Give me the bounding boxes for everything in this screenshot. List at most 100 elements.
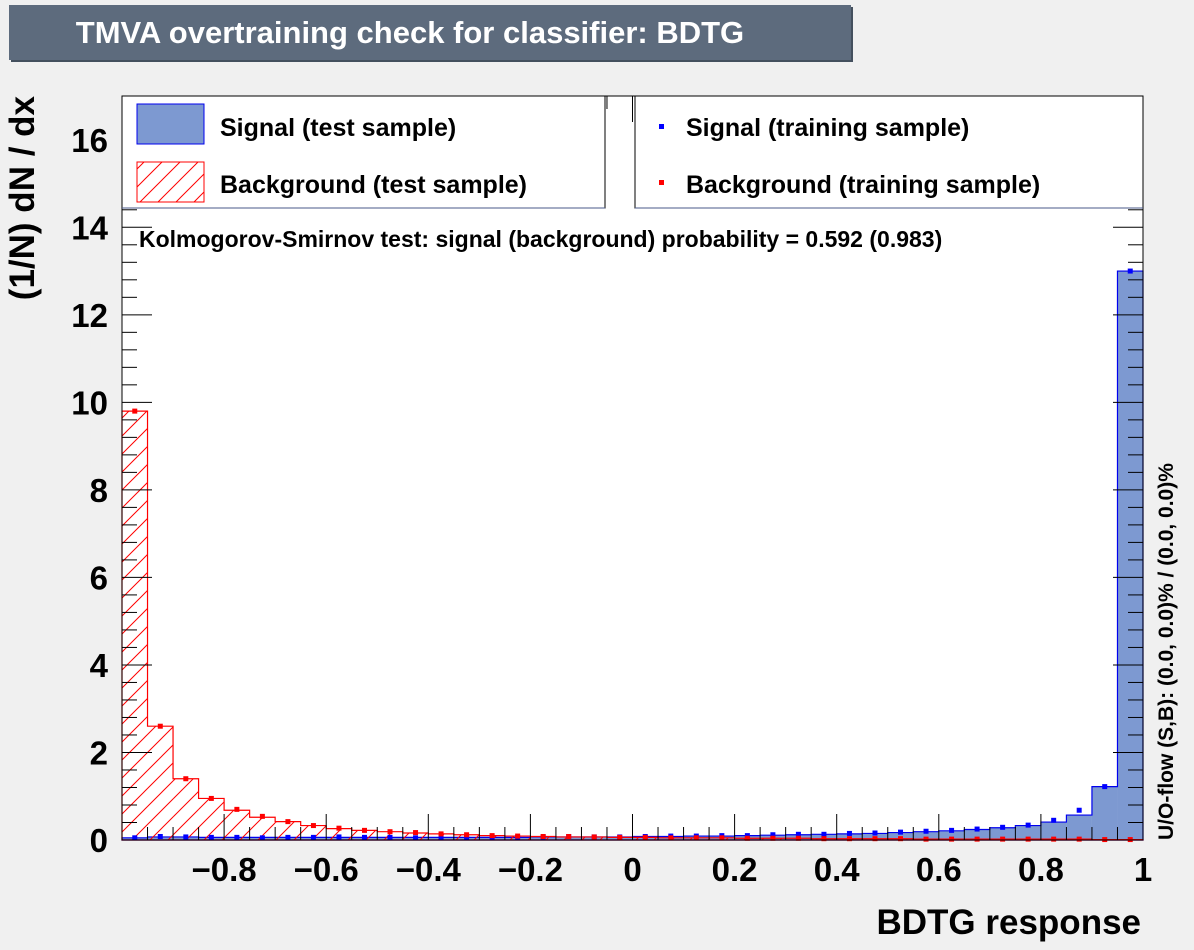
- signal-training-point: [259, 835, 265, 841]
- title-box: TMVA overtraining check for classifier: …: [9, 5, 851, 60]
- signal-test-bar: [1091, 786, 1118, 840]
- background-training-point: [413, 830, 419, 836]
- signal-training-point: [310, 834, 316, 840]
- signal-training-point: [1000, 824, 1006, 830]
- y-tick-label: 12: [71, 297, 108, 334]
- x-tick-label: 0.6: [916, 851, 962, 888]
- background-training-point: [132, 408, 138, 414]
- legend-signal-training-label: Signal (training sample): [686, 114, 969, 142]
- background-training-point: [846, 836, 852, 842]
- legend-background-training-label: Background (training sample): [686, 171, 1040, 199]
- legend-background-test-label: Background (test sample): [220, 171, 527, 199]
- signal-training-point: [1076, 807, 1082, 813]
- signal-test-bar: [1066, 815, 1092, 840]
- legend-signal-test-swatch: [136, 103, 205, 145]
- signal-training-point: [1102, 784, 1108, 790]
- signal-training-point: [770, 832, 776, 838]
- y-tick-label: 4: [90, 647, 109, 684]
- x-tick-label: 0.2: [712, 851, 758, 888]
- signal-training-point: [336, 834, 342, 840]
- background-training-point: [157, 723, 163, 729]
- y-tick-label: 2: [90, 734, 108, 771]
- x-tick-label: 0.8: [1018, 851, 1064, 888]
- background-training-point: [770, 835, 776, 841]
- background-test-bar: [147, 726, 174, 840]
- legend-background-test-swatch: [136, 161, 205, 203]
- background-training-point: [540, 833, 546, 839]
- ks-test-annotation: Kolmogorov-Smirnov test: signal (backgro…: [139, 226, 942, 252]
- background-training-point: [285, 819, 291, 825]
- signal-training-point: [949, 827, 955, 833]
- signal-test-bar: [1015, 825, 1041, 840]
- y-tick-label: 0: [90, 822, 108, 859]
- signal-training-point: [898, 829, 904, 835]
- x-tick-label: 1: [1134, 851, 1152, 888]
- background-training-point: [795, 835, 801, 841]
- background-training-point: [1025, 836, 1031, 842]
- signal-training-point: [208, 834, 214, 840]
- background-test-bar: [300, 825, 327, 840]
- background-training-point: [1051, 836, 1057, 842]
- background-training-point: [310, 823, 316, 829]
- signal-training-point: [234, 834, 240, 840]
- background-test-bar: [249, 817, 276, 840]
- background-training-point: [336, 825, 342, 831]
- background-training-point: [566, 833, 572, 839]
- signal-test-bar: [938, 830, 965, 840]
- plot-frame-border: [121, 95, 1144, 841]
- x-tick-label: −0.4: [396, 851, 462, 888]
- signal-training-point: [285, 834, 291, 840]
- background-training-point: [642, 834, 648, 840]
- legend-signal-test-label: Signal (test sample): [220, 114, 456, 142]
- background-training-point: [744, 835, 750, 841]
- signal-training-point: [872, 830, 878, 836]
- signal-training-point: [821, 831, 827, 837]
- background-test-bar: [326, 828, 352, 840]
- background-training-point: [208, 795, 214, 801]
- signal-training-point: [1025, 822, 1031, 828]
- signal-training-point: [923, 828, 929, 834]
- signal-training-point: [132, 835, 138, 841]
- x-axis-title: BDTG response: [877, 903, 1142, 942]
- background-training-point: [719, 835, 725, 841]
- background-training-point: [1076, 836, 1082, 842]
- y-tick-label: 6: [90, 559, 108, 596]
- signal-training-point: [795, 831, 801, 837]
- signal-training-point: [1127, 268, 1133, 274]
- background-training-point: [949, 836, 955, 842]
- signal-training-point: [387, 834, 393, 840]
- signal-test-bar: [913, 831, 939, 840]
- x-tick-labels: −0.8 −0.6 −0.4 −0.2 0 0.2 0.4 0.6 0.8 1: [192, 851, 1153, 888]
- background-training-point: [668, 835, 674, 841]
- background-training-point: [438, 831, 444, 837]
- background-training-point: [234, 806, 240, 812]
- background-test-bar: [198, 798, 225, 840]
- signal-training-point: [464, 834, 470, 840]
- background-training-point: [515, 833, 521, 839]
- background-training-point: [898, 836, 904, 842]
- background-training-point: [259, 813, 265, 819]
- y-tick-label: 8: [90, 472, 108, 509]
- x-tick-label: 0.4: [814, 851, 861, 888]
- background-training-point: [361, 827, 367, 833]
- background-training-point: [1000, 836, 1006, 842]
- background-training-point: [464, 832, 470, 838]
- background-training-point: [974, 836, 980, 842]
- signal-test-bar: [1040, 822, 1067, 840]
- legend-background-training-marker: [659, 180, 664, 185]
- background-training-point: [387, 829, 393, 835]
- signal-training-point: [744, 833, 750, 839]
- signal-training-point: [361, 834, 367, 840]
- background-test-bar: [122, 411, 148, 840]
- y-tick-label: 14: [71, 209, 108, 246]
- background-training-point: [617, 834, 623, 840]
- background-training-point: [821, 836, 827, 842]
- background-test-bar: [173, 778, 199, 840]
- background-training-point: [489, 833, 495, 839]
- signal-test-bar: [964, 829, 990, 840]
- background-training-point: [872, 836, 878, 842]
- y-tick-label: 10: [71, 384, 108, 421]
- plot-frame: [121, 95, 1144, 841]
- legend-signal-training-marker: [659, 124, 664, 129]
